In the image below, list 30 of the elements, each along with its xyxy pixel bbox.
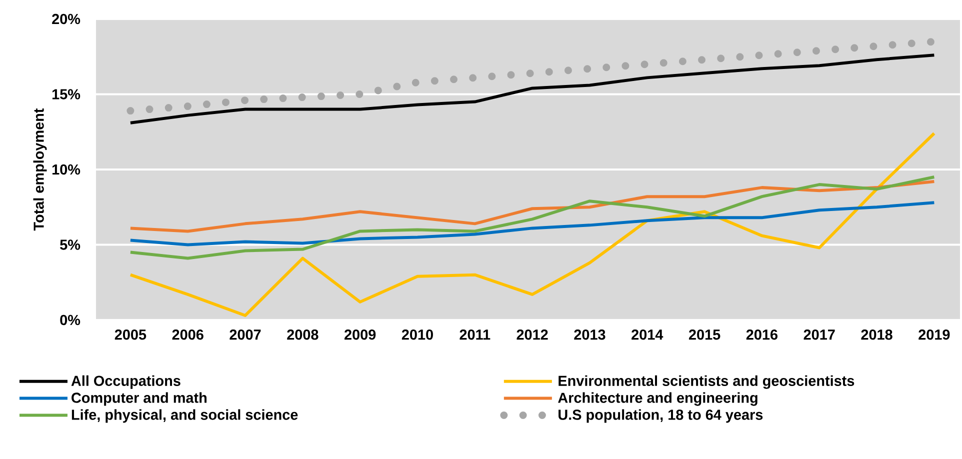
y-tick-label: 5%: [60, 240, 80, 250]
x-tick-label: 2011: [460, 330, 490, 340]
x-tick-label: 2006: [172, 330, 204, 340]
x-tick-label: 2018: [861, 330, 892, 340]
y-axis-title: Total employment: [33, 108, 47, 231]
y-tick-label: 10%: [52, 164, 80, 175]
x-tick-label: 2005: [114, 330, 146, 340]
x-tick-label: 2008: [287, 330, 318, 340]
y-tick-label: 15%: [52, 89, 80, 100]
y-tick-label: 0%: [60, 314, 80, 326]
legend-label: All Occupations: [71, 375, 180, 389]
line-series: [128, 201, 936, 246]
x-tick-label: 2010: [402, 330, 433, 340]
legend-label: Life, physical, and social science: [72, 409, 298, 423]
x-tick-label: 2015: [688, 330, 720, 340]
x-tick-label: 2017: [804, 330, 835, 340]
x-tick-label: 2012: [516, 330, 548, 340]
legend-label: Environmental scientists and geoscientists: [558, 375, 854, 389]
line-series: [128, 132, 936, 317]
x-tick-label: 2013: [574, 330, 606, 340]
line-series: [128, 176, 936, 260]
x-tick-label: 2019: [918, 330, 950, 340]
x-tick-label: 2009: [344, 330, 376, 340]
legend-label: U.S population, 18 to 64 years: [558, 409, 763, 423]
y-tick-label: 20%: [52, 14, 80, 24]
x-tick-label: 2007: [230, 330, 261, 340]
x-tick-label: 2014: [632, 330, 664, 340]
legend-label: Architecture and engineering: [558, 392, 758, 406]
legend-label: Computer and math: [72, 392, 207, 406]
x-tick-label: 2016: [746, 330, 778, 340]
